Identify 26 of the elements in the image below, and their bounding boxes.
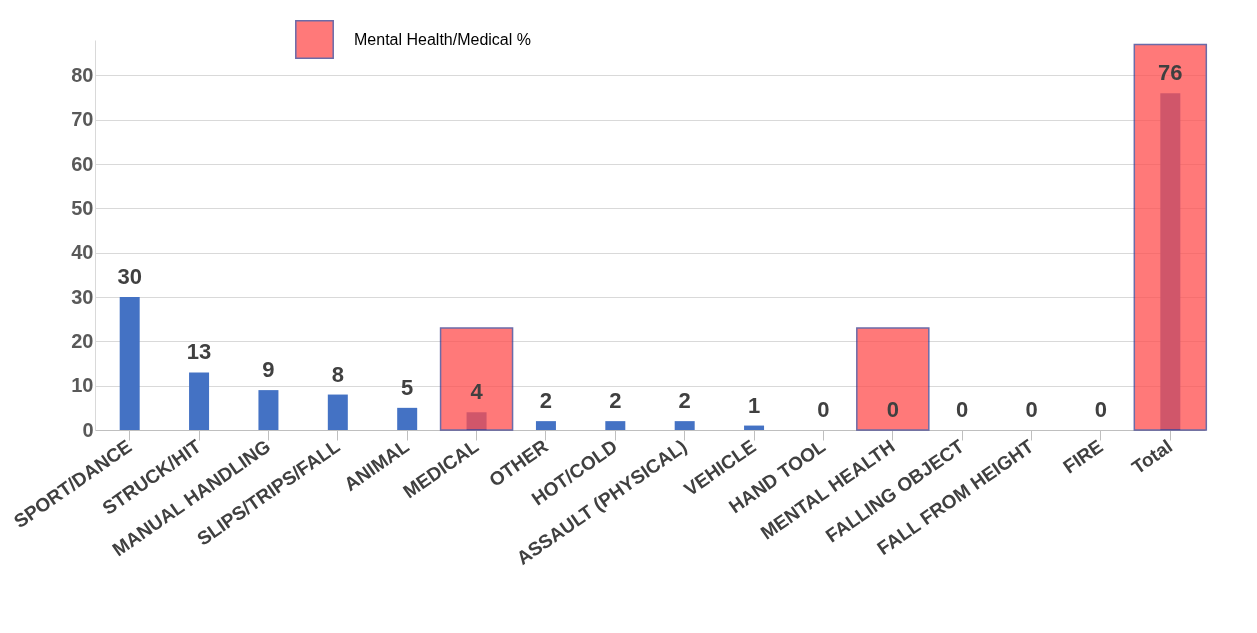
data-label: 9 — [262, 357, 275, 383]
y-tick-label: 40 — [71, 241, 94, 264]
data-label: 30 — [117, 264, 142, 290]
data-label: 0 — [1094, 397, 1108, 422]
data-label: 8 — [331, 361, 344, 387]
data-label: 0 — [886, 397, 899, 422]
data-label: 2 — [609, 388, 622, 414]
y-tick-label: 60 — [71, 152, 94, 175]
data-label: 4 — [470, 379, 484, 405]
y-tick-label: 20 — [71, 329, 94, 352]
data-label: 0 — [817, 397, 830, 422]
y-tick-label: 70 — [71, 108, 94, 131]
data-label: 1 — [747, 392, 761, 418]
legend-label: Mental Health/Medical % — [354, 30, 531, 48]
data-label: 76 — [1158, 60, 1183, 86]
data-label: 5 — [401, 374, 414, 400]
y-tick-label: 50 — [71, 196, 94, 219]
data-label: 2 — [678, 388, 691, 414]
y-tick-label: 0 — [82, 418, 94, 441]
data-label: 0 — [956, 397, 969, 422]
data-label: 13 — [186, 339, 212, 365]
y-tick-label: 10 — [71, 374, 94, 397]
data-label: 0 — [1025, 397, 1038, 422]
data-label: 2 — [539, 388, 553, 414]
y-tick-label: 80 — [71, 63, 94, 86]
y-tick-label: 30 — [71, 285, 94, 308]
